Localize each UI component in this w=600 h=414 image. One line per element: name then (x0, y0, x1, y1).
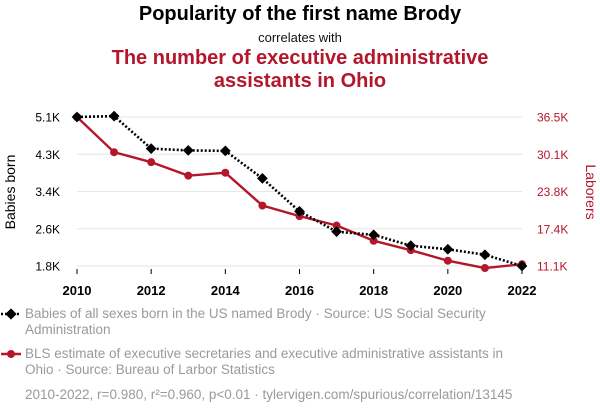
series-group (71, 110, 528, 273)
babies-point (71, 111, 83, 123)
x-tick-label: 2014 (211, 283, 241, 298)
babies-point (442, 243, 454, 255)
babies-point (219, 145, 231, 157)
laborers-point (221, 168, 230, 177)
laborers-point (480, 264, 489, 273)
laborers-point (147, 158, 156, 167)
legend-marker-laborers (1, 350, 21, 358)
series-laborers-line (76, 116, 523, 270)
legend-item-babies-line2: Administration (25, 322, 111, 337)
laborers-point (369, 236, 378, 245)
x-tick-label: 2012 (137, 283, 166, 298)
x-tick-label: 2010 (63, 283, 92, 298)
legend-item-laborers: BLS estimate of executive secretaries an… (25, 346, 565, 378)
title2-line1: The number of executive administrative (111, 47, 489, 69)
right-axis-label: Laborers (583, 164, 599, 219)
legend-item-babies: Babies of all sexes born in the US named… (25, 306, 565, 338)
laborers-point (443, 256, 452, 265)
title2-line2: assistants in Ohio (213, 70, 387, 92)
babies-point (294, 205, 305, 217)
chart-area: 5.1K 4.3K 3.4K 2.6K 1.8K 36.5K 30.1K 23.8K 17.4… (2, 110, 599, 299)
right-tick-label: 23.8K (537, 185, 568, 199)
left-tick-label: 2.6K (35, 222, 60, 236)
babies-point (516, 260, 528, 272)
chart-title-second: The number of executive administrative a… (0, 47, 600, 93)
laborers-point (258, 201, 267, 210)
babies-point (479, 249, 491, 261)
left-tick-label: 4.3K (35, 148, 60, 162)
babies-point (405, 240, 417, 252)
babies-point (368, 229, 380, 241)
x-tick-label: 2018 (359, 283, 388, 298)
left-axis-ticks: 5.1K 4.3K 3.4K 2.6K 1.8K (35, 111, 60, 274)
x-axis-ticks: 2010 2012 2014 2016 2018 2020 2022 (63, 269, 537, 298)
babies-point (182, 145, 194, 156)
x-tick-label: 2016 (285, 283, 314, 298)
x-tick-label: 2022 (508, 283, 537, 298)
chart-title: Popularity of the first name Brody (138, 3, 462, 25)
babies-point (108, 110, 120, 122)
legend-marker-babies (1, 308, 21, 320)
correlates-with-text: correlates with (258, 30, 342, 45)
left-tick-label: 5.1K (35, 111, 60, 125)
left-tick-label: 3.4K (35, 185, 60, 199)
footer-stats: 2010-2022, r=0.980, r²=0.960, p<0.01 · t… (25, 387, 513, 402)
babies-point (145, 143, 157, 154)
right-tick-label: 11.1K (537, 260, 567, 274)
right-tick-label: 30.1K (537, 148, 568, 162)
x-tick-label: 2020 (433, 283, 462, 298)
babies-point (331, 226, 342, 238)
laborers-point (332, 221, 341, 230)
left-tick-label: 1.8K (35, 260, 60, 274)
laborers-point (184, 171, 193, 180)
legend-item-laborers-line1: BLS estimate of executive secretaries an… (25, 346, 503, 361)
legend-item-babies-line1: Babies of all sexes born in the US named… (25, 306, 486, 321)
right-tick-label: 17.4K (537, 222, 568, 236)
right-tick-label: 36.5K (537, 111, 568, 125)
gridlines (77, 116, 522, 267)
legend-item-laborers-line2: Ohio · Source: Bureau of Larbor Statisti… (25, 362, 275, 377)
left-axis-label: Babies born (2, 155, 18, 230)
laborers-point (110, 148, 119, 157)
right-axis-ticks: 36.5K 30.1K 23.8K 17.4K 11.1K (537, 111, 568, 274)
babies-point (257, 173, 268, 184)
